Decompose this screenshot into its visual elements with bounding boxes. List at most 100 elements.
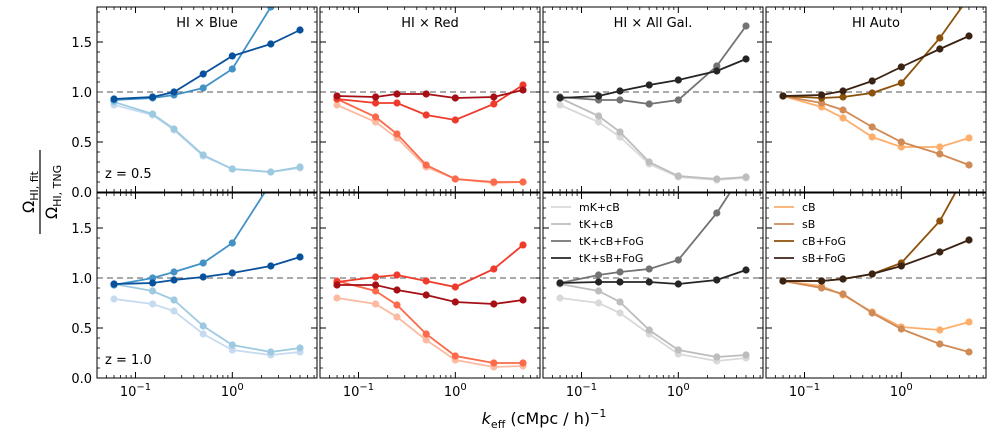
data-point — [616, 128, 624, 136]
data-point — [556, 279, 564, 287]
data-point — [199, 259, 207, 267]
data-point — [228, 165, 236, 173]
data-point — [595, 299, 603, 307]
data-point — [490, 178, 498, 186]
data-point — [149, 274, 157, 282]
x-tick-label: 100 — [890, 382, 913, 400]
data-point — [228, 341, 236, 349]
data-point — [936, 326, 944, 334]
data-point — [393, 286, 401, 294]
data-point — [393, 99, 401, 107]
x-tick-label: 100 — [667, 382, 690, 400]
y-tick-label: 1.0 — [71, 272, 92, 287]
data-point — [897, 79, 905, 87]
series-group — [556, 22, 750, 184]
data-point — [868, 89, 876, 97]
data-point — [616, 278, 624, 286]
data-point — [713, 67, 721, 75]
x-tick-label: 10−1 — [789, 382, 820, 400]
data-point — [965, 32, 973, 40]
y-tick-label: 1.5 — [71, 36, 92, 51]
legend-label: cB — [802, 201, 816, 214]
data-point — [296, 253, 304, 261]
data-point — [868, 123, 876, 131]
data-point — [451, 298, 459, 306]
data-point — [713, 353, 721, 361]
data-point — [674, 96, 682, 104]
data-point — [267, 168, 275, 176]
data-point — [645, 265, 653, 273]
series-line-0 — [559, 104, 747, 181]
data-point — [742, 164, 749, 171]
data-point — [372, 113, 380, 121]
data-point — [267, 348, 275, 356]
data-point — [372, 281, 380, 289]
data-point — [228, 52, 236, 60]
data-point — [267, 7, 275, 11]
redshift-label: z = 1.0 — [105, 353, 152, 368]
data-point — [595, 112, 603, 120]
data-point — [713, 276, 721, 284]
data-point — [965, 0, 972, 1]
panel-2-0: HI × All Gal. — [542, 6, 764, 193]
legend-1: cB sB cB+FoG sB+FoG — [774, 201, 846, 265]
data-point — [333, 92, 341, 100]
data-point — [868, 133, 876, 141]
data-point — [519, 86, 527, 94]
legends: mK+cB tK+cB tK+cB+FoG tK+sB+FoG cB sB cB+FoG sB… — [551, 201, 846, 265]
panel-3-1: 10−1 100 — [765, 192, 987, 400]
x-axis-label: keff (cMpc / h)−1 — [482, 407, 607, 431]
data-point — [519, 359, 527, 367]
data-point — [742, 55, 750, 63]
series-group — [110, 193, 304, 359]
data-point — [519, 296, 527, 304]
data-point — [897, 138, 905, 146]
series-line-0 — [113, 298, 301, 356]
data-point — [393, 301, 401, 309]
data-point — [965, 134, 973, 142]
data-point — [713, 175, 721, 183]
series-line-3 — [113, 29, 301, 100]
y-tick-label: 1.0 — [71, 86, 92, 101]
data-point — [936, 150, 944, 158]
data-point — [199, 273, 207, 281]
data-point — [451, 175, 459, 183]
data-point — [818, 99, 826, 107]
series-line-1 — [336, 98, 523, 183]
data-point — [616, 96, 624, 104]
data-point — [818, 277, 826, 285]
legend-label: tK+sB+FoG — [579, 252, 643, 265]
data-point — [595, 287, 603, 295]
legend-label: tK+cB — [579, 218, 613, 231]
data-point — [645, 326, 653, 334]
data-point — [393, 271, 401, 279]
data-point — [110, 295, 118, 303]
data-point — [149, 300, 157, 308]
data-point — [742, 22, 750, 30]
x-tick-label: 10−1 — [343, 382, 374, 400]
data-point — [519, 81, 527, 89]
y-tick-label: 0.5 — [71, 136, 92, 151]
data-point — [519, 178, 527, 186]
panel-frame — [542, 192, 764, 379]
data-point — [897, 325, 905, 333]
data-point — [199, 70, 207, 78]
data-point — [149, 279, 157, 287]
data-point — [839, 290, 847, 298]
panel-title: HI × Blue — [176, 16, 238, 31]
data-point — [490, 300, 498, 308]
series-line-0 — [782, 95, 970, 148]
data-point — [616, 133, 624, 141]
data-point — [595, 118, 603, 126]
data-point — [393, 313, 401, 321]
data-point — [818, 284, 826, 292]
data-point — [616, 87, 624, 95]
panels: HI × Blue z = 0.5 0.0 0.5 1.0 1.5 z = 1.0 0.0 0.… — [71, 0, 987, 400]
panel-title: HI × Red — [401, 16, 458, 31]
panel-0-1: z = 1.0 0.0 0.5 1.0 1.5 10−1 100 — [71, 192, 318, 400]
data-point — [149, 110, 157, 118]
data-point — [897, 143, 905, 151]
x-tick-label: 100 — [221, 382, 244, 400]
panel-1-1: 10−1 100 — [319, 192, 541, 400]
data-point — [519, 241, 527, 249]
